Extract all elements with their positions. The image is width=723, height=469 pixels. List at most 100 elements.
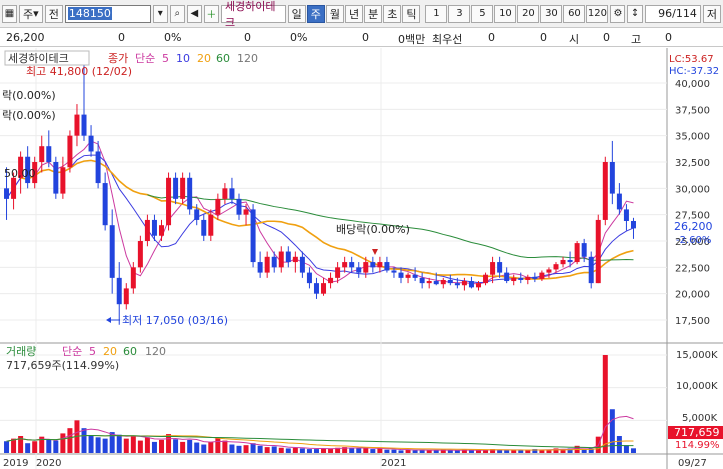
period-button-0[interactable]: 일	[287, 4, 306, 23]
info-volume: 0	[244, 31, 251, 44]
current-price: 26,200	[6, 31, 45, 44]
volume-bar	[123, 438, 129, 453]
vlegend-ma20: 20	[103, 345, 117, 358]
interval-button-20[interactable]: 20	[517, 4, 540, 23]
candle-body	[490, 262, 496, 275]
interval-button-10[interactable]: 10	[494, 4, 517, 23]
volume-bar	[370, 449, 376, 453]
price-tick: 22,500	[675, 263, 710, 274]
candle-body	[257, 262, 263, 273]
candle-body	[370, 262, 376, 268]
volume-bar	[412, 450, 418, 453]
x-label-end: 09/27	[678, 458, 707, 469]
candle-body	[497, 262, 503, 273]
interval-button-120[interactable]: 120	[586, 4, 609, 23]
period-button-6[interactable]: 틱	[402, 4, 421, 23]
info-open-label: 시	[569, 33, 580, 46]
candle-body	[116, 277, 122, 305]
settings-icon[interactable]: ⚙	[610, 4, 626, 23]
volume-bar	[166, 434, 172, 453]
candle-body	[74, 114, 80, 136]
price-tick: 32,500	[675, 158, 710, 169]
candle-body	[229, 188, 235, 199]
vol-ma-line-60	[6, 435, 634, 449]
dropdown-icon[interactable]: ▾	[152, 4, 168, 23]
legend-ma20: 20	[197, 52, 211, 65]
price-tick: 30,000	[675, 184, 710, 195]
candle-body	[173, 177, 179, 199]
candle-body	[532, 276, 538, 279]
volume-bar	[342, 447, 348, 453]
volume-bar	[483, 449, 489, 453]
axis-current-pct: -2.60%	[676, 235, 711, 246]
interval-button-3[interactable]: 3	[448, 4, 471, 23]
interval-group: 1 3 5 10 20 30 60 120	[425, 4, 609, 23]
arrow-icon[interactable]: ↕	[627, 4, 643, 23]
low-arrow-icon	[106, 317, 111, 323]
count-value: 96	[658, 7, 673, 20]
period-button-3[interactable]: 년	[344, 4, 364, 23]
sound-icon[interactable]: ◀	[186, 4, 202, 23]
volume-bar	[616, 436, 622, 453]
search-icon[interactable]: ⌕	[169, 4, 185, 23]
volume-bar	[46, 439, 52, 453]
volume-bar	[88, 435, 94, 453]
legend-ma60: 60	[216, 52, 230, 65]
volume-bar	[53, 440, 59, 453]
low-marker: 최저 17,050 (03/16)	[122, 314, 228, 327]
candle-body	[151, 219, 157, 236]
period-button-5[interactable]: 초	[383, 4, 402, 23]
ma-line-20	[20, 159, 634, 280]
period-button-4[interactable]: 분	[364, 4, 383, 23]
period-button-2[interactable]: 월	[325, 4, 344, 23]
volume-bar	[391, 449, 397, 453]
volume-bar	[18, 436, 24, 453]
price-chart[interactable]: 세경하이테크 종가 단순 5 10 20 60 120 최고 41,800 (1…	[0, 48, 723, 469]
interval-button-30[interactable]: 30	[540, 4, 563, 23]
vlegend-ma120: 120	[145, 345, 166, 358]
stock-name: 세경하이테크	[220, 0, 286, 29]
candle-body	[264, 256, 270, 273]
interval-button-60[interactable]: 60	[563, 4, 586, 23]
volume-bar	[151, 441, 157, 453]
candle-body	[95, 151, 101, 184]
stock-code-input[interactable]: 148150	[64, 4, 151, 23]
candle-body	[630, 220, 636, 229]
candle-body	[187, 177, 193, 210]
volume-bar	[511, 450, 517, 453]
grid-icon[interactable]: ▦	[2, 4, 18, 23]
add-icon[interactable]: ＋	[203, 4, 219, 23]
market-select-label: 주	[23, 7, 34, 21]
volume-bar	[144, 437, 150, 453]
volume-bar	[447, 450, 453, 453]
candle-body	[623, 209, 629, 221]
candle-body	[278, 251, 284, 268]
volume-legend: 거래량 단순 5 20 60 120 717,659주(114.99%)	[6, 345, 166, 372]
volume-bar	[461, 449, 467, 453]
volume-bar	[609, 409, 615, 453]
candle-body	[285, 251, 291, 263]
candle-body	[483, 274, 489, 284]
interval-button-5[interactable]: 5	[471, 4, 494, 23]
volume-bar	[257, 445, 263, 453]
volume-bar	[250, 443, 256, 453]
candle-body	[447, 279, 453, 284]
ma-line-60	[147, 194, 634, 261]
volume-bar	[335, 447, 341, 453]
low-button[interactable]: 저	[702, 4, 721, 23]
candle-body	[18, 156, 24, 178]
current-price-box	[668, 220, 723, 233]
candle-body	[335, 267, 341, 278]
period-button-1[interactable]: 주	[306, 4, 325, 23]
candle-body	[201, 219, 207, 236]
vlegend-name: 거래량	[6, 345, 36, 358]
candle-body	[440, 279, 446, 285]
interval-button-1[interactable]: 1	[425, 4, 448, 23]
count-field[interactable]: 96/114	[644, 4, 701, 23]
candle-body	[454, 283, 460, 286]
market-tag-button[interactable]: 전	[44, 4, 63, 23]
candle-body	[433, 281, 439, 285]
market-select[interactable]: 주 ▾	[19, 4, 43, 23]
high-marker: 최고 41,800 (12/02)	[26, 65, 132, 78]
